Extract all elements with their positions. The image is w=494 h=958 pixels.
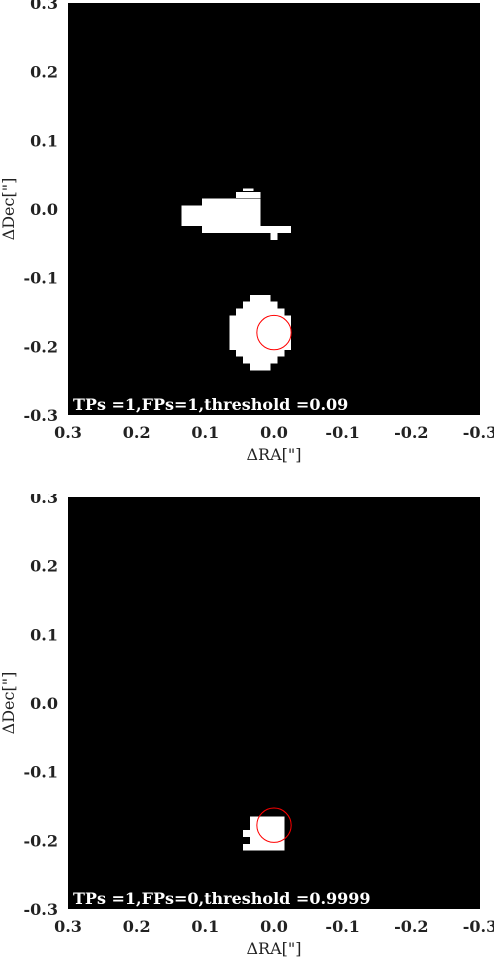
mask-pixel-block xyxy=(236,191,261,199)
y-tick-label: 0.2 xyxy=(30,63,58,82)
x-tick-label: -0.1 xyxy=(325,917,359,936)
y-tick-label: -0.1 xyxy=(24,763,58,782)
y-tick-label: 0.3 xyxy=(30,0,58,13)
source-position-marker xyxy=(256,807,292,843)
y-tick-label: 0.0 xyxy=(30,694,58,713)
mask-pixel-block xyxy=(284,226,292,234)
mask-heatmap-chart-2: TPs =1,FPs=0,threshold =0.9999 0.3 0.2 0.1 0… xyxy=(0,494,494,958)
mask-pixel-block xyxy=(249,294,271,302)
x-tick-label: 0.0 xyxy=(260,423,288,442)
x-tick-label: 0.1 xyxy=(191,423,219,442)
mask-pixel-block xyxy=(243,356,278,364)
x-tick-label: -0.2 xyxy=(394,917,428,936)
mask-pixel-block xyxy=(249,816,285,851)
x-tick-label: -0.3 xyxy=(463,917,494,936)
x-axis-label: ΔRA["] xyxy=(247,939,302,958)
y-axis-label: ΔDec["] xyxy=(0,178,18,241)
y-tick-label: -0.3 xyxy=(24,406,58,425)
mask-pixel-block xyxy=(181,205,209,227)
mask-pixel-block xyxy=(270,233,278,240)
mask-pixel-block xyxy=(243,301,278,309)
detection-annotation: TPs =1,FPs=1,threshold =0.09 xyxy=(73,395,348,414)
y-tick-label: 0.1 xyxy=(30,131,58,150)
detection-annotation: TPs =1,FPs=0,threshold =0.9999 xyxy=(73,889,371,908)
x-tick-label: 0.3 xyxy=(54,423,82,442)
x-tick-label: 0.1 xyxy=(191,917,219,936)
y-tick-label: -0.2 xyxy=(24,831,58,850)
mask-pixel-block xyxy=(208,226,271,234)
x-tick-label: 0.0 xyxy=(260,917,288,936)
mask-pixel-block xyxy=(236,308,285,316)
mask-pixel-block xyxy=(236,349,285,357)
mask-pixel-block xyxy=(243,188,254,192)
mask-pixel-block xyxy=(229,315,292,350)
x-tick-label: -0.3 xyxy=(463,423,494,442)
mask-pixel-block xyxy=(249,363,271,371)
x-tick-label: -0.1 xyxy=(325,423,359,442)
y-axis-label: ΔDec["] xyxy=(0,672,18,735)
x-tick-label: -0.2 xyxy=(394,423,428,442)
y-tick-label: -0.3 xyxy=(24,900,58,919)
x-tick-label: 0.3 xyxy=(54,917,82,936)
x-tick-label: 0.2 xyxy=(123,917,151,936)
y-tick-label: 0.2 xyxy=(30,557,58,576)
y-tick-label: 0.1 xyxy=(30,625,58,644)
mask-heatmap-chart-1: TPs =1,FPs=1,threshold =0.09 0.3 0.2 0.1 0.0… xyxy=(0,0,494,464)
y-tick-label: -0.2 xyxy=(24,337,58,356)
y-tick-label: 0.0 xyxy=(30,200,58,219)
x-tick-label: 0.2 xyxy=(123,423,151,442)
source-position-marker xyxy=(256,314,292,351)
mask-pixel-block xyxy=(243,843,250,851)
mask-pixel-block xyxy=(208,205,244,227)
mask-pixel-block xyxy=(243,830,250,837)
mask-pixel-block xyxy=(270,226,285,234)
y-tick-label: 0.3 xyxy=(30,494,58,507)
y-tick-label: -0.1 xyxy=(24,269,58,288)
x-axis-label: ΔRA["] xyxy=(247,445,302,464)
